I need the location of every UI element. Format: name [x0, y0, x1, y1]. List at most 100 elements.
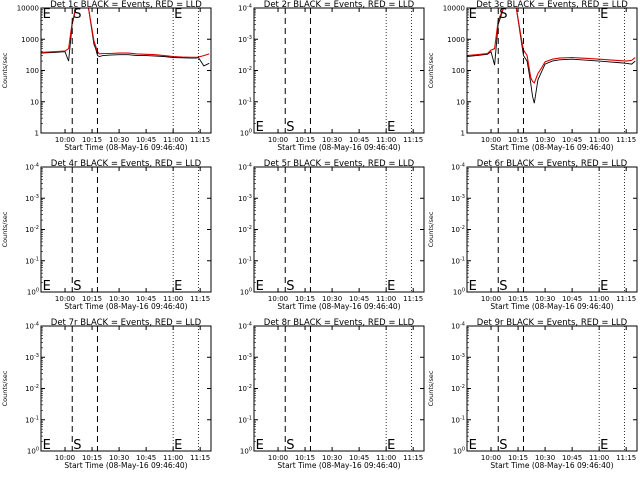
y-tick-label: 10-2 [25, 384, 39, 393]
y-tick-label: 10-2 [238, 66, 252, 75]
x-tick-label: 10:30 [109, 454, 129, 462]
y-tick-label: 100 [453, 288, 465, 297]
x-axis-label: Start Time (08-May-16 09:46:40) [490, 302, 613, 311]
x-axis-label: Start Time (08-May-16 09:46:40) [277, 302, 400, 311]
x-tick-label: 10:30 [109, 136, 129, 144]
x-tick-label: 10:45 [562, 136, 582, 144]
y-tick-label: 10-1 [25, 415, 39, 424]
events-series-line [466, 7, 636, 104]
x-tick-label: 11:00 [589, 136, 609, 144]
x-tick-label: 11:00 [589, 454, 609, 462]
x-tick-label: 10:45 [136, 295, 156, 303]
panel-4: Det 4r BLACK = Events, RED = LLD E S E 10:00… [1, 159, 212, 311]
panel-title: Det 6r BLACK = Events, RED = LLD [477, 159, 628, 169]
y-axis-label: Counts/sec [427, 52, 435, 88]
y-tick-label: 10-1 [238, 415, 252, 424]
time-marker-label: E [387, 279, 395, 294]
x-tick-label: 10:30 [322, 136, 342, 144]
y-tick-label: 10-1 [238, 256, 252, 265]
y-tick-label: 10-2 [451, 225, 465, 234]
x-tick-label: 10:00 [55, 454, 75, 462]
y-tick-label: 10-1 [238, 97, 252, 106]
panel-title: Det 4r BLACK = Events, RED = LLD [51, 159, 202, 169]
y-tick-label: 1000 [21, 36, 39, 44]
y-tick-label: 10-3 [451, 353, 465, 362]
y-tick-label: 100 [27, 288, 39, 297]
x-tick-label: 10:45 [136, 454, 156, 462]
panel-title: Det 1c BLACK = Events, RED = LLD [50, 0, 202, 10]
y-tick-label: 10 [30, 98, 39, 106]
lld-series-line [466, 7, 636, 84]
x-tick-label: 11:00 [163, 136, 183, 144]
x-tick-label: 10:00 [55, 295, 75, 303]
x-tick-label: 10:00 [481, 136, 501, 144]
x-tick-label: 11:15 [403, 136, 423, 144]
x-tick-label: 11:00 [589, 295, 609, 303]
time-marker-label: S [286, 120, 294, 135]
y-tick-label: 10-4 [238, 322, 252, 331]
x-tick-label: 11:00 [376, 295, 396, 303]
x-tick-label: 11:15 [616, 454, 636, 462]
lld-series-line [40, 7, 210, 58]
panel-7: Det 7r BLACK = Events, RED = LLD E S E 10:00… [1, 318, 212, 470]
x-tick-label: 10:30 [109, 295, 129, 303]
x-tick-label: 10:15 [295, 454, 315, 462]
x-tick-label: 11:00 [376, 454, 396, 462]
y-tick-label: 10-2 [238, 384, 252, 393]
time-marker-label: E [256, 120, 264, 135]
x-tick-label: 11:15 [190, 295, 210, 303]
x-tick-label: 10:45 [562, 454, 582, 462]
x-tick-label: 10:45 [136, 136, 156, 144]
x-tick-label: 10:45 [562, 295, 582, 303]
time-marker-label: S [73, 7, 81, 22]
time-marker-label: E [469, 438, 477, 453]
time-marker-label: E [43, 438, 51, 453]
x-tick-label: 10:00 [268, 136, 288, 144]
x-tick-label: 11:00 [163, 295, 183, 303]
y-tick-label: 10-3 [238, 194, 252, 203]
y-tick-label: 10-2 [238, 225, 252, 234]
y-axis-label: Counts/sec [427, 211, 435, 247]
y-axis-label: Counts/sec [1, 52, 9, 88]
panel-title: Det 3c BLACK = Events, RED = LLD [476, 0, 628, 10]
x-tick-label: 10:45 [349, 295, 369, 303]
time-marker-label: S [73, 438, 81, 453]
x-tick-label: 10:15 [295, 295, 315, 303]
y-axis-label: Counts/sec [1, 211, 9, 247]
y-tick-label: 1 [35, 130, 39, 138]
x-tick-label: 11:15 [616, 136, 636, 144]
x-tick-label: 10:30 [322, 295, 342, 303]
y-tick-label: 100 [26, 67, 39, 75]
y-axis-label: Counts/sec [1, 370, 9, 406]
x-tick-label: 10:30 [535, 136, 555, 144]
y-tick-label: 10-4 [451, 322, 465, 331]
plot-frame [466, 166, 638, 293]
panel-9: Det 9r BLACK = Events, RED = LLD E S E 10:00… [427, 318, 638, 470]
plot-frame [40, 166, 212, 293]
plot-frame [253, 7, 425, 134]
x-tick-label: 11:15 [403, 454, 423, 462]
y-tick-label: 100 [27, 447, 39, 456]
y-tick-label: 10-1 [25, 256, 39, 265]
plot-frame [40, 325, 212, 452]
x-tick-label: 11:15 [190, 454, 210, 462]
panel-title: Det 9r BLACK = Events, RED = LLD [477, 318, 628, 328]
time-marker-label: S [73, 279, 81, 294]
y-tick-label: 100 [453, 447, 465, 456]
y-tick-label: 100 [240, 288, 252, 297]
x-axis-label: Start Time (08-May-16 09:46:40) [490, 461, 613, 470]
x-tick-label: 11:15 [616, 295, 636, 303]
x-axis-label: Start Time (08-May-16 09:46:40) [490, 143, 613, 152]
plot-frame [253, 166, 425, 293]
time-marker-label: E [256, 438, 264, 453]
x-tick-label: 10:00 [481, 295, 501, 303]
x-tick-label: 11:00 [163, 454, 183, 462]
y-tick-label: 10000 [17, 5, 39, 13]
x-tick-label: 11:00 [376, 136, 396, 144]
y-tick-label: 10-2 [451, 384, 465, 393]
y-tick-label: 10-3 [25, 353, 39, 362]
x-tick-label: 10:45 [349, 454, 369, 462]
time-marker-label: S [286, 279, 294, 294]
